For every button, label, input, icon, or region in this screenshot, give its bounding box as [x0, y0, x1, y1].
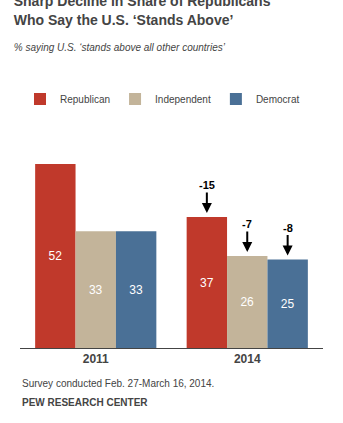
svg-text:Survey conducted Feb. 27-March: Survey conducted Feb. 27-March 16, 2014. [22, 378, 214, 389]
svg-text:Republican: Republican [60, 94, 110, 105]
svg-text:2014: 2014 [234, 352, 261, 366]
svg-text:PEW RESEARCH CENTER: PEW RESEARCH CENTER [22, 397, 148, 408]
svg-text:% saying U.S. ‘stands above al: % saying U.S. ‘stands above all other co… [14, 42, 226, 53]
svg-text:-7: -7 [242, 218, 252, 230]
svg-text:26: 26 [240, 295, 254, 309]
svg-text:Sharp Decline in Share of Repu: Sharp Decline in Share of RepublicansWho… [14, 0, 271, 28]
svg-text:Democrat: Democrat [256, 94, 300, 105]
svg-text:25: 25 [281, 297, 295, 311]
svg-text:37: 37 [200, 276, 214, 290]
svg-text:33: 33 [129, 283, 143, 297]
svg-text:-15: -15 [199, 179, 215, 191]
svg-text:52: 52 [49, 249, 63, 263]
svg-text:-8: -8 [283, 222, 293, 234]
svg-text:33: 33 [89, 283, 103, 297]
svg-text:Independent: Independent [155, 94, 211, 105]
svg-text:2011: 2011 [83, 352, 109, 366]
